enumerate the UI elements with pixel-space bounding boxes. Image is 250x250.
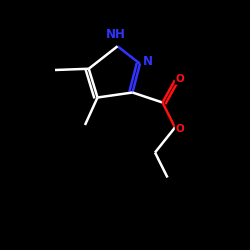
Text: N: N xyxy=(142,55,152,68)
Text: O: O xyxy=(176,124,184,134)
Text: NH: NH xyxy=(106,28,126,42)
Text: O: O xyxy=(176,74,184,84)
